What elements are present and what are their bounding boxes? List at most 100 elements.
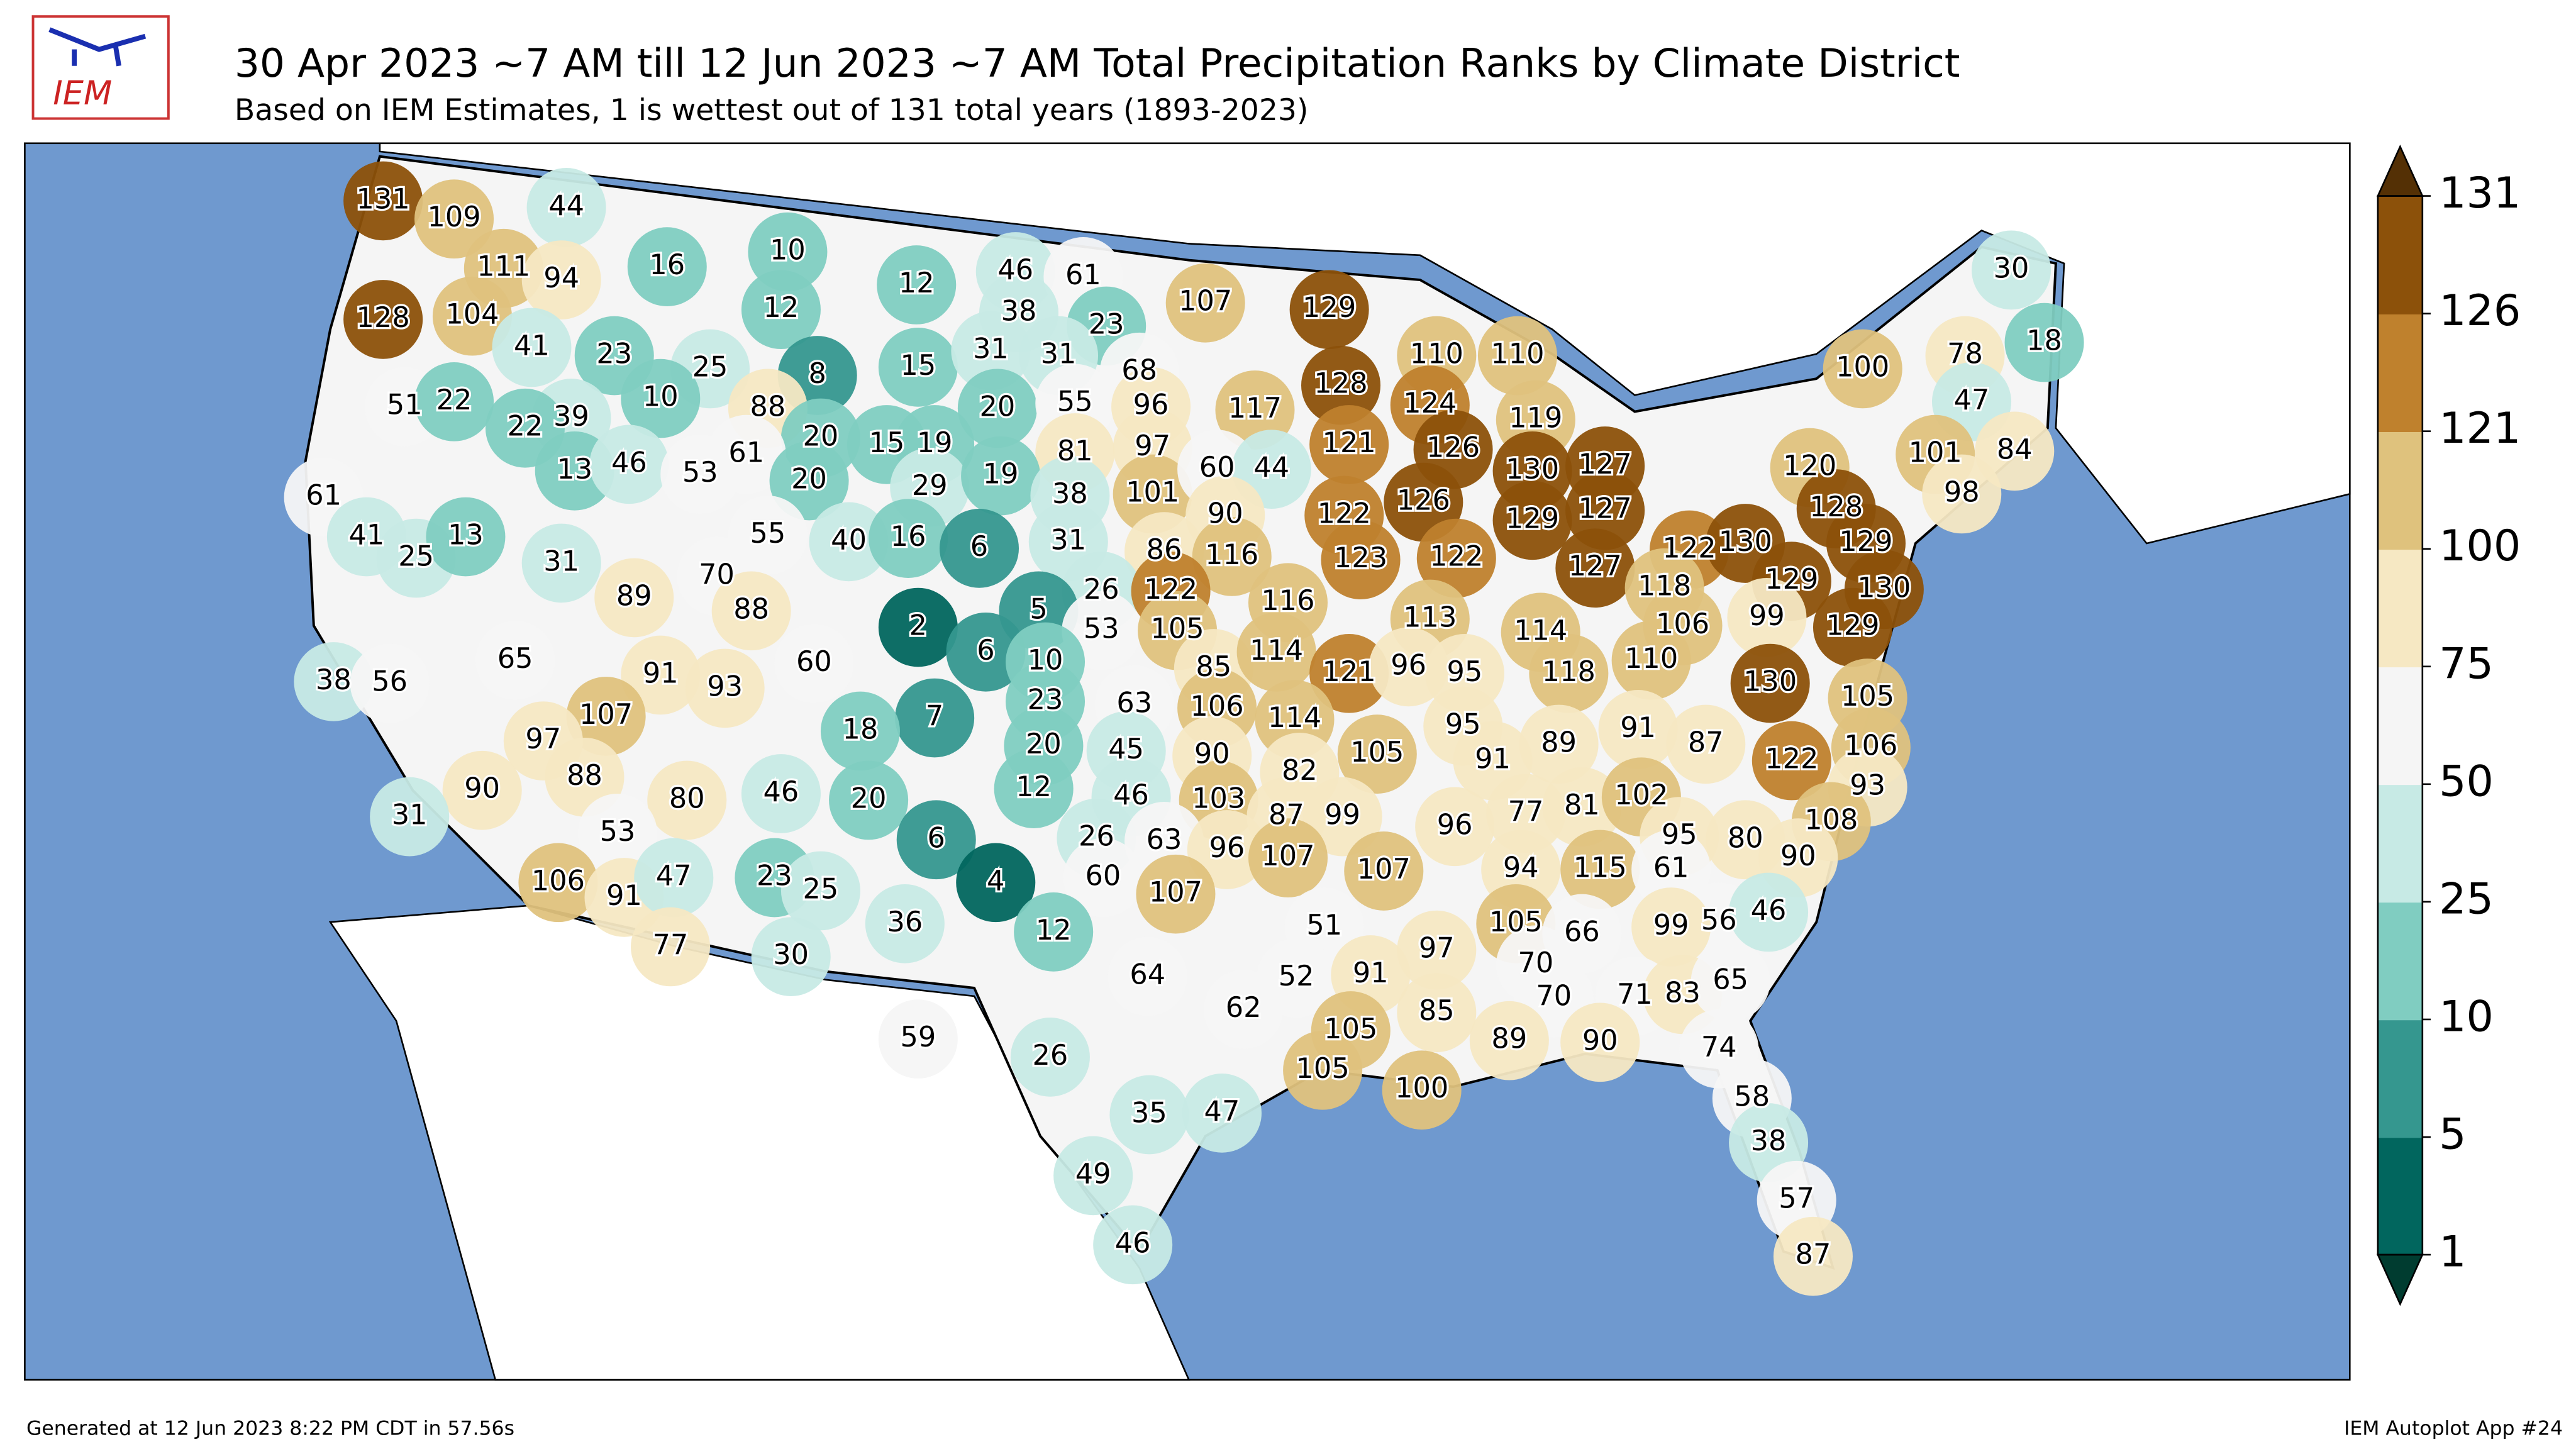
district-rank: 88 xyxy=(750,390,786,423)
colorbar-bin xyxy=(2377,196,2423,314)
district-fill xyxy=(1730,643,1810,723)
district-fill xyxy=(1823,329,1902,409)
district-rank: 49 xyxy=(1075,1157,1111,1190)
district-rank: 105 xyxy=(1489,906,1543,938)
district-fill xyxy=(780,851,860,931)
district-rank: 15 xyxy=(900,349,936,382)
district-rank: 83 xyxy=(1665,976,1701,1009)
district-rank: 129 xyxy=(1302,291,1356,324)
district-rank: 23 xyxy=(1028,683,1063,716)
district-fill xyxy=(1301,345,1381,425)
district-rank: 130 xyxy=(1857,571,1911,604)
district-rank: 12 xyxy=(1036,914,1072,947)
district-rank: 25 xyxy=(398,540,434,573)
district-fill xyxy=(1215,370,1295,450)
district-rank: 5 xyxy=(1030,592,1047,625)
district-rank: 110 xyxy=(1624,642,1678,675)
district-fill xyxy=(1773,1216,1853,1296)
district-rank: 107 xyxy=(1357,853,1411,886)
district-rank: 122 xyxy=(1662,532,1716,565)
district-fill xyxy=(741,754,821,833)
district-fill xyxy=(343,161,423,241)
district-fill xyxy=(518,843,598,923)
district-rank: 96 xyxy=(1133,389,1169,421)
district-fill xyxy=(1010,1018,1090,1097)
district-rank: 96 xyxy=(1391,648,1426,681)
district-rank: 31 xyxy=(543,545,579,577)
district-fill xyxy=(1560,1002,1640,1082)
district-rank: 128 xyxy=(1314,367,1367,400)
district-rank: 123 xyxy=(1334,541,1387,574)
district-fill xyxy=(426,497,506,577)
district-fill xyxy=(634,838,714,918)
district-rank: 77 xyxy=(653,928,689,961)
district-rank: 38 xyxy=(1001,294,1037,327)
district-fill xyxy=(1063,838,1143,918)
colorbar-tick-label: 25 xyxy=(2439,874,2494,924)
district-fill xyxy=(1397,973,1477,1053)
district-rank: 64 xyxy=(1130,958,1165,991)
district-fill xyxy=(877,245,957,325)
footer-right: IEM Autoplot App #24 xyxy=(2344,1418,2563,1440)
district-rank: 129 xyxy=(1506,502,1559,535)
district-rank: 84 xyxy=(1997,433,2033,465)
district-rank: 77 xyxy=(1508,795,1544,828)
district-rank: 87 xyxy=(1796,1238,1831,1271)
district-rank: 56 xyxy=(372,665,408,698)
district-rank: 57 xyxy=(1779,1182,1814,1215)
district-fill xyxy=(769,441,849,521)
district-rank: 62 xyxy=(1226,991,1262,1024)
district-fill xyxy=(621,635,701,715)
district-fill xyxy=(895,678,975,758)
district-rank: 30 xyxy=(773,938,809,971)
district-rank: 116 xyxy=(1261,584,1314,617)
district-rank: 47 xyxy=(656,860,692,892)
district-rank: 2 xyxy=(909,609,927,642)
district-rank: 95 xyxy=(1447,655,1483,688)
district-rank: 80 xyxy=(669,782,705,814)
district-rank: 63 xyxy=(1116,687,1152,719)
district-rank: 78 xyxy=(1947,338,1983,370)
colorbar-bin xyxy=(2377,1137,2423,1256)
district-rank: 86 xyxy=(1146,533,1182,566)
district-fill xyxy=(566,677,646,756)
district-rank: 91 xyxy=(1620,711,1656,744)
district-rank: 81 xyxy=(1564,789,1600,821)
district-fill xyxy=(1469,1001,1549,1080)
district-fill xyxy=(1192,517,1272,596)
district-rank: 91 xyxy=(1353,957,1389,989)
colorbar-bin xyxy=(2377,666,2423,786)
district-rank: 12 xyxy=(763,291,799,324)
colorbar-tick-label: 50 xyxy=(2439,757,2494,806)
district-rank: 127 xyxy=(1579,492,1632,525)
district-rank: 74 xyxy=(1701,1031,1737,1063)
district-fill xyxy=(577,793,658,873)
district-fill xyxy=(1542,767,1622,847)
district-fill xyxy=(2004,303,2084,382)
district-rank: 130 xyxy=(1743,665,1797,698)
district-rank: 46 xyxy=(997,253,1033,286)
district-rank: 109 xyxy=(427,201,480,233)
colorbar-bin xyxy=(2377,313,2423,432)
district-fill xyxy=(869,499,948,578)
district-rank: 100 xyxy=(1395,1072,1448,1104)
district-rank: 114 xyxy=(1514,614,1567,647)
district-rank: 30 xyxy=(1994,252,2029,284)
district-rank: 126 xyxy=(1426,431,1480,464)
district-fill xyxy=(946,612,1026,692)
title: 30 Apr 2023 ~7 AM till 12 Jun 2023 ~7 AM… xyxy=(235,40,1960,86)
district-rank: 89 xyxy=(616,579,652,612)
colorbar-bin xyxy=(2377,901,2423,1021)
district-rank: 101 xyxy=(1909,436,1962,469)
district-rank: 70 xyxy=(1518,947,1553,979)
district-rank: 38 xyxy=(316,663,352,696)
subtitle: Based on IEM Estimates, 1 is wettest out… xyxy=(235,93,1309,128)
district-rank: 53 xyxy=(600,815,636,848)
district-fill xyxy=(350,643,430,723)
district-fill xyxy=(492,308,572,387)
district-rank: 59 xyxy=(900,1021,936,1053)
district-rank: 116 xyxy=(1205,538,1258,571)
district-rank: 99 xyxy=(1653,909,1689,941)
district-fill xyxy=(1598,690,1678,769)
